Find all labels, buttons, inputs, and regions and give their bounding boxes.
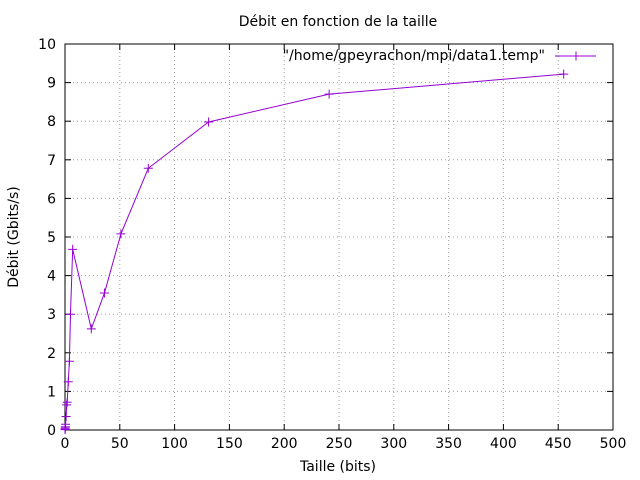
data-point-marker [116, 229, 126, 239]
legend-label: "/home/gpeyrachon/mpi/data1.temp" [283, 48, 545, 64]
data-point-marker [61, 419, 71, 429]
x-axis-label: Taille (bits) [299, 459, 376, 475]
legend: "/home/gpeyrachon/mpi/data1.temp" [283, 48, 596, 64]
data-point-marker [61, 411, 71, 421]
series-layer [60, 69, 569, 435]
x-tick-label: 250 [326, 436, 353, 452]
y-tick-label: 2 [47, 346, 56, 362]
y-tick-label: 5 [47, 230, 56, 246]
x-tick-label: 300 [380, 436, 407, 452]
x-tick-label: 200 [271, 436, 298, 452]
data-point-marker [99, 288, 109, 298]
y-tick-label: 1 [47, 384, 56, 400]
x-tick-label: 0 [61, 436, 70, 452]
legend-marker [571, 51, 581, 61]
y-tick-label: 7 [47, 153, 56, 169]
x-tick-label: 100 [161, 436, 188, 452]
y-tick-labels: 0 1 2 3 4 5 6 7 8 9 10 [38, 37, 56, 439]
data-point-marker [65, 309, 75, 319]
data-point-marker [63, 377, 73, 387]
data-point-marker [204, 117, 214, 127]
x-tick-label: 150 [216, 436, 243, 452]
data-point-marker [64, 356, 74, 366]
x-tick-label: 450 [545, 436, 572, 452]
x-tick-label: 350 [435, 436, 462, 452]
y-tick-label: 6 [47, 191, 56, 207]
grid-lines [65, 44, 613, 430]
x-tick-label: 50 [111, 436, 129, 452]
y-tick-label: 3 [47, 307, 56, 323]
data-point-marker [62, 397, 72, 407]
data-point-marker [559, 69, 569, 79]
data-point-marker [86, 324, 96, 334]
data-point-marker [143, 163, 153, 173]
y-tick-label: 8 [47, 114, 56, 130]
x-tick-labels: 0 50 100 150 200 250 300 350 400 450 500 [61, 436, 627, 452]
data-point-marker [68, 244, 78, 254]
x-tick-label: 400 [490, 436, 517, 452]
y-tick-label: 9 [47, 76, 56, 92]
y-tick-label: 0 [47, 423, 56, 439]
chart-title: Débit en fonction de la taille [239, 14, 438, 30]
y-tick-label: 4 [47, 269, 56, 285]
x-tick-label: 500 [600, 436, 627, 452]
data-point-marker [324, 89, 334, 99]
y-tick-label: 10 [38, 37, 56, 53]
y-axis-label: Débit (Gbits/s) [6, 186, 22, 287]
